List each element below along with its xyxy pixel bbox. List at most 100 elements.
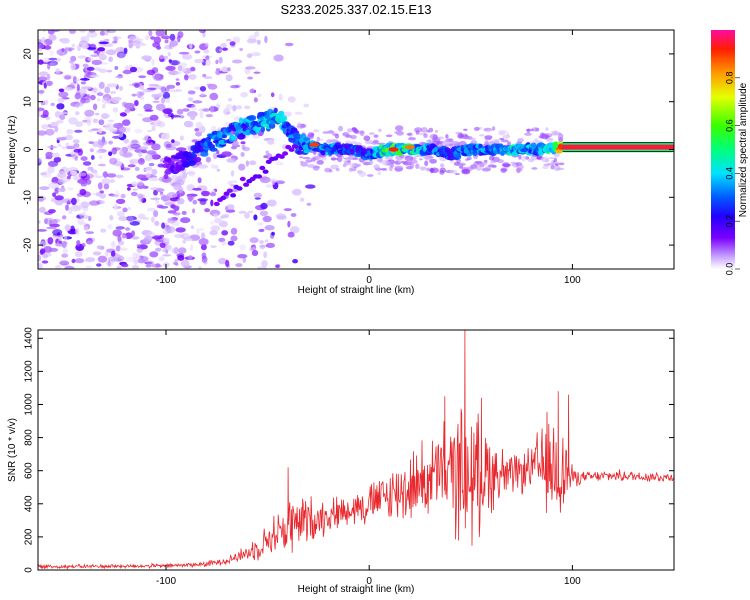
spectrogram-noise-blob — [47, 237, 54, 245]
spectrogram-noise-blob — [176, 108, 184, 115]
spectrogram-noise-blob — [517, 138, 524, 143]
colorbar-tick-label: 0.2 — [724, 215, 734, 228]
spectrogram-noise-blob — [61, 215, 67, 220]
spectrogram-noise-blob — [111, 147, 118, 155]
spectrogram-noise-blob — [195, 121, 203, 129]
snr-panel: -100 0 100 0 200 400 600 800 1000 1200 1400 Heigh… — [7, 327, 675, 595]
spectrogram-y-label: Frequency (Hz) — [7, 116, 18, 185]
snr-y-tick-label: 400 — [24, 495, 35, 512]
spectrogram-noise-blob — [108, 151, 113, 156]
snr-x-ticks: -100 0 100 — [156, 330, 581, 587]
spectrogram-noise-blob — [55, 68, 61, 74]
spectrogram-branch-blob — [226, 188, 233, 193]
spectrogram-noise-blob — [61, 240, 67, 249]
spectrogram-noise-blob — [210, 245, 217, 249]
spectrogram-noise-blob — [359, 130, 365, 137]
spectrogram-noise-blob — [264, 239, 269, 243]
spectrogram-noise-blob — [535, 127, 540, 132]
spectrogram-noise-blob — [165, 65, 176, 71]
spectrogram-noise-blob — [166, 226, 176, 234]
spectrogram-branch-blob — [256, 174, 263, 179]
spectrogram-noise-blob — [232, 36, 241, 44]
spectrogram-noise-blob — [176, 253, 185, 258]
spectrogram-noise-blob — [38, 108, 43, 112]
spectrogram-noise-blob — [96, 263, 102, 267]
spectrogram-noise-blob — [86, 66, 95, 71]
spectrogram-ridge-blob — [191, 151, 196, 158]
spectrogram-noise-blob — [200, 92, 205, 96]
spectrogram-noise-blob — [558, 133, 564, 140]
spectrogram-noise-blob — [159, 242, 166, 248]
spectrogram-noise-blob — [415, 155, 422, 158]
spectrogram-noise-blob — [91, 59, 103, 66]
spectrogram-noise-blob — [158, 53, 165, 60]
spectrogram-noise-blob — [531, 167, 538, 170]
spectrogram-noise-blob — [476, 166, 482, 172]
spectrogram-noise-blob — [230, 146, 237, 150]
spectrogram-noise-blob — [155, 188, 165, 192]
spectrogram-noise-blob — [377, 171, 382, 176]
spectrogram-noise-blob — [366, 174, 374, 177]
spectrogram-noise-blob — [99, 193, 107, 199]
spectrogram-noise-blob — [219, 48, 223, 52]
spectrogram-noise-blob — [158, 92, 165, 95]
spectrogram-noise-blob — [110, 194, 119, 198]
spectrogram-noise-blob — [79, 215, 90, 219]
spectrogram-noise-blob — [71, 197, 77, 206]
snr-y-tick-label: 600 — [24, 462, 35, 479]
spectrogram-noise-blob — [427, 156, 434, 159]
spectrogram-ridge-blob — [209, 147, 218, 152]
spectrogram-noise-blob — [188, 255, 193, 261]
spectrogram-noise-blob — [486, 129, 492, 133]
spectrogram-noise-blob — [71, 43, 76, 48]
spectrogram-noise-blob — [221, 230, 229, 236]
spectrogram-noise-blob — [38, 158, 42, 166]
spectrogram-noise-blob — [381, 159, 390, 165]
spectrogram-noise-blob — [161, 35, 171, 40]
spectrogram-noise-blob — [259, 240, 264, 244]
spectrogram-branch-blob — [213, 201, 220, 207]
spectrogram-noise-blob — [542, 165, 549, 170]
spectrogram-noise-blob — [149, 187, 158, 191]
spectrogram-noise-blob — [87, 166, 94, 171]
spectrogram-noise-blob — [149, 114, 159, 121]
spectrogram-noise-blob — [124, 108, 131, 113]
spectrogram-noise-blob — [47, 160, 59, 167]
spectrogram-noise-blob — [91, 192, 98, 196]
spectrogram-noise-blob — [479, 134, 485, 137]
spectrogram-noise-blob — [80, 156, 88, 162]
spectrogram-noise-blob — [49, 219, 53, 226]
spectrogram-noise-blob — [82, 161, 92, 166]
spectrogram-noise-blob — [225, 103, 233, 111]
spectrogram-noise-blob — [253, 71, 261, 74]
spectrogram-noise-blob — [169, 114, 181, 118]
spectrogram-noise-blob — [85, 179, 92, 185]
spectrogram-noise-blob — [42, 253, 49, 259]
spectrogram-noise-blob — [300, 160, 304, 163]
spectrogram-noise-blob — [160, 195, 171, 202]
spectrogram-noise-blob — [47, 63, 51, 70]
spectrogram-noise-blob — [253, 97, 258, 103]
spectrogram-noise-blob — [45, 156, 53, 160]
spectrogram-noise-blob — [48, 182, 59, 189]
spectrogram-noise-blob — [145, 264, 152, 268]
spectrogram-noise-blob — [44, 217, 55, 225]
spectrogram-x-label: Height of straight line (km) — [298, 285, 415, 296]
spectrogram-noise-blob — [550, 164, 555, 170]
spectrogram-noise-blob — [139, 146, 149, 150]
spectrogram-ridge-blob — [221, 134, 228, 139]
spectrogram-noise-blob — [492, 126, 496, 131]
spectrogram-noise-blob — [65, 134, 73, 141]
spectrogram-noise-blob — [290, 213, 297, 217]
spectrogram-noise-blob — [284, 42, 294, 47]
spectrogram-noise-blob — [131, 93, 137, 97]
spectrogram-ridge-blob — [245, 129, 252, 136]
spectrogram-noise-blob — [38, 195, 45, 202]
spectrogram-ridge-blob — [247, 115, 257, 121]
spectrogram-noise-blob — [118, 240, 125, 246]
spectrogram-noise-blob — [105, 49, 117, 56]
spectrogram-noise-blob — [136, 248, 143, 253]
spectrogram-noise-blob — [134, 148, 144, 153]
spectrogram-noise-blob — [227, 67, 231, 72]
spectrogram-noise-blob — [249, 160, 257, 166]
